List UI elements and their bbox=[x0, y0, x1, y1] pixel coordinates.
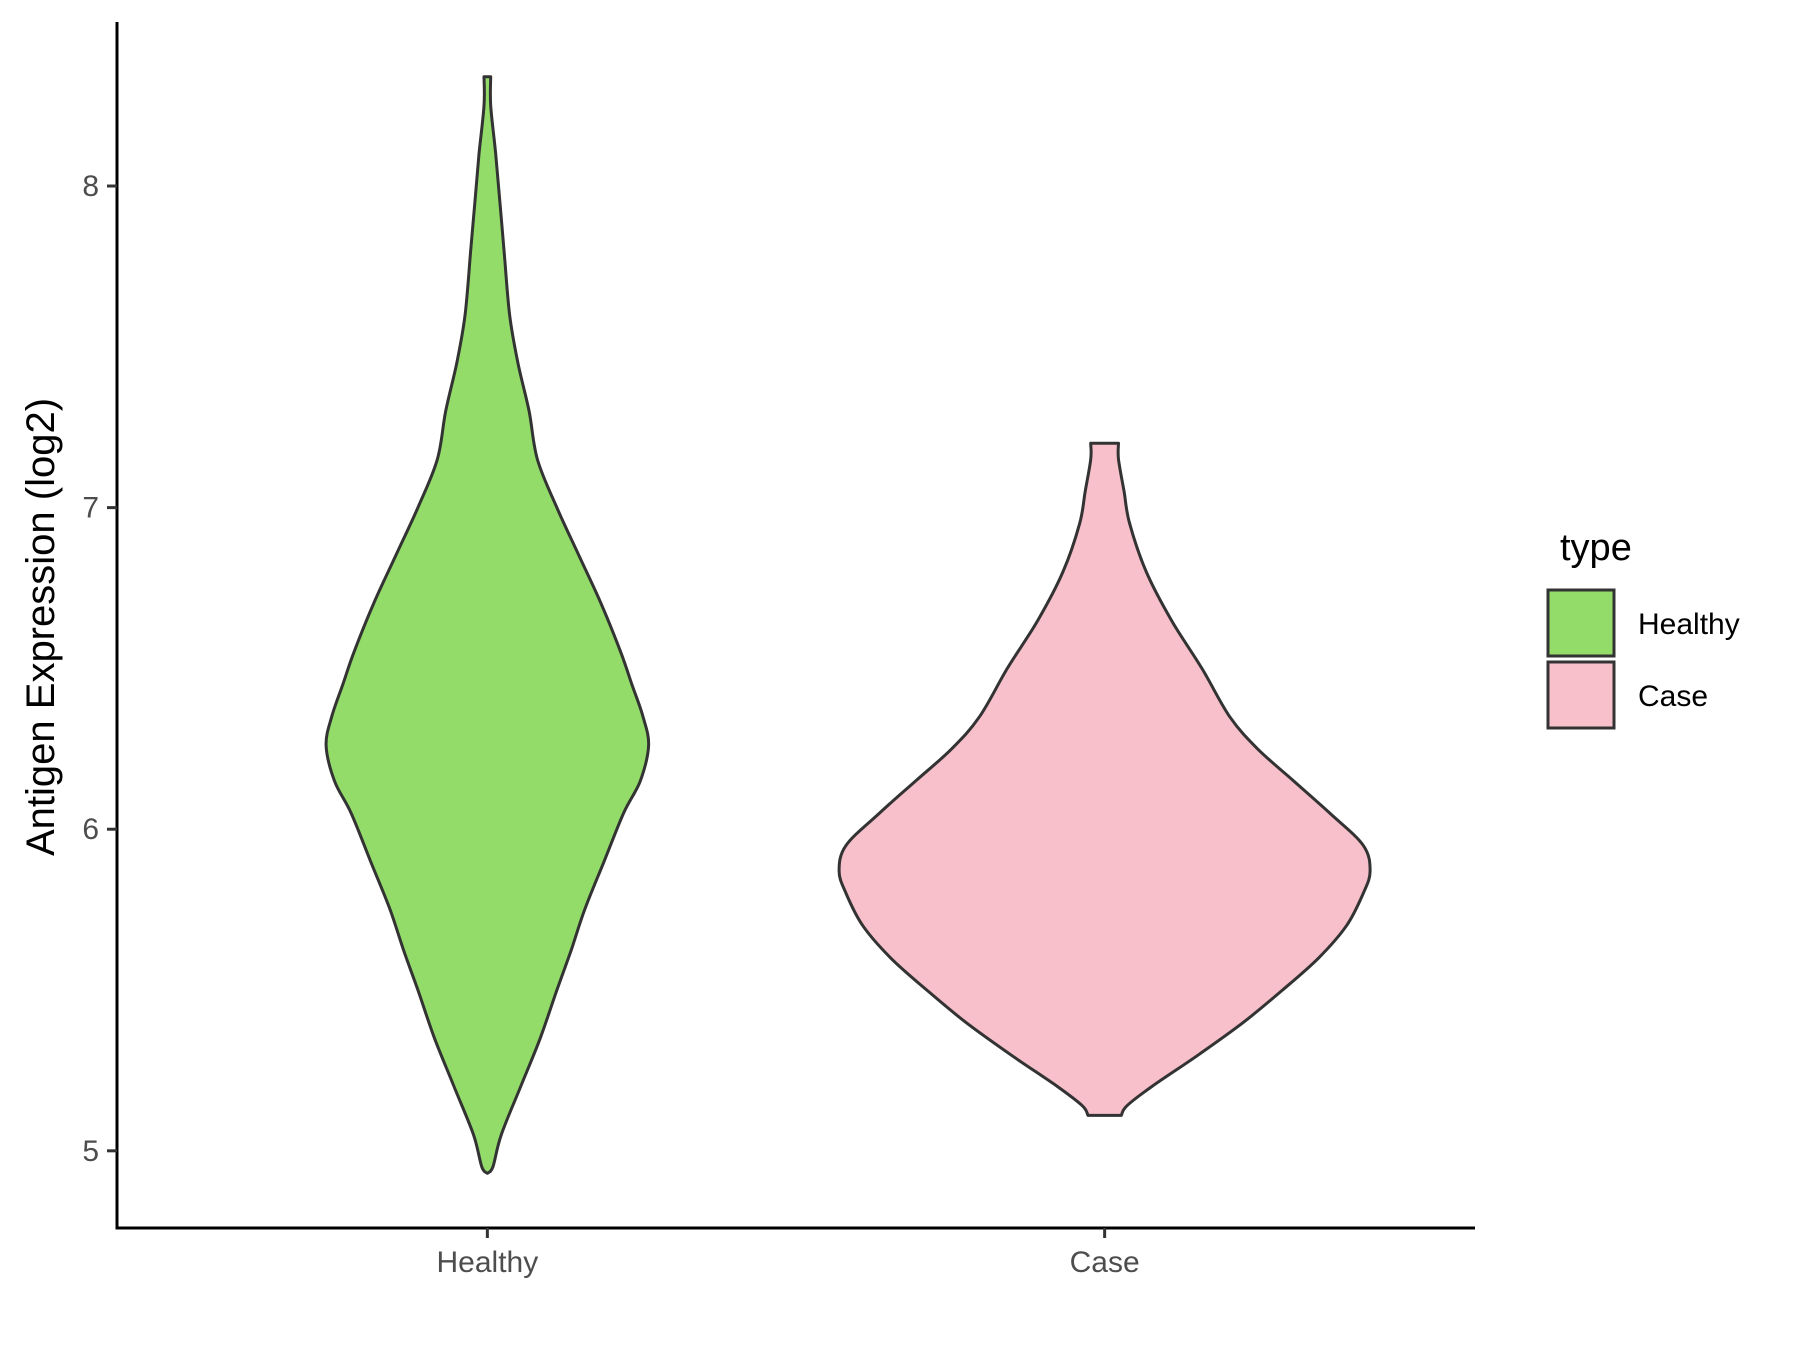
y-tick-label: 5 bbox=[82, 1135, 99, 1168]
violin-case bbox=[837, 441, 1372, 1117]
y-tick-label: 8 bbox=[82, 170, 99, 203]
violin-healthy bbox=[324, 75, 651, 1175]
y-tick-label: 6 bbox=[82, 813, 99, 846]
y-tick-label: 7 bbox=[82, 492, 99, 525]
plot-area bbox=[324, 75, 1372, 1175]
legend-label-healthy: Healthy bbox=[1638, 608, 1740, 641]
x-tick-label: Case bbox=[1070, 1246, 1140, 1279]
x-tick-label: Healthy bbox=[437, 1246, 539, 1279]
axes: 5 6 7 8 Healthy Case bbox=[82, 22, 1475, 1279]
legend-title: type bbox=[1560, 527, 1632, 569]
legend: type Healthy Case bbox=[1546, 527, 1740, 730]
legend-key-healthy bbox=[1546, 588, 1616, 658]
legend-label-case: Case bbox=[1638, 680, 1708, 713]
y-axis-title: Antigen Expression (log2) bbox=[19, 398, 63, 856]
legend-key-case bbox=[1546, 660, 1616, 730]
